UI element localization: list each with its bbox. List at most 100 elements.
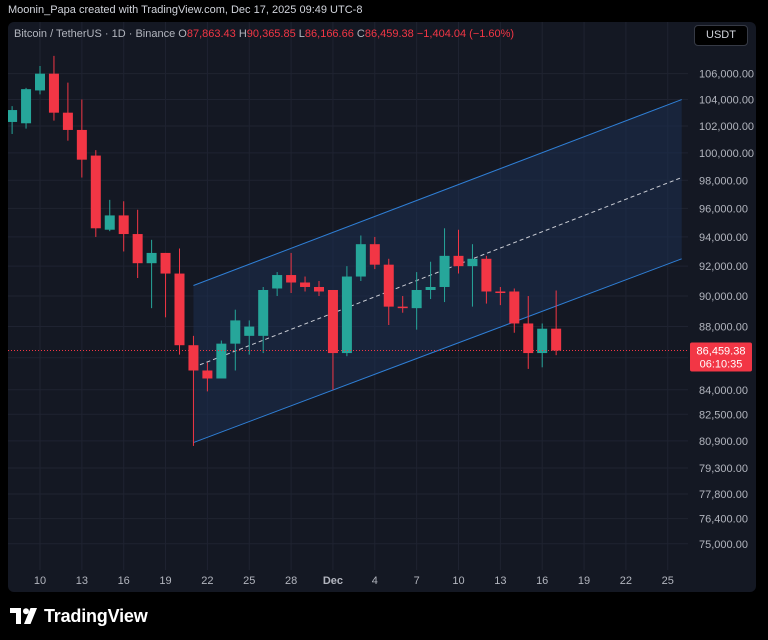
candle-body xyxy=(453,255,464,267)
candle-up[interactable] xyxy=(21,87,32,129)
candle-body xyxy=(146,252,157,264)
candle-body xyxy=(523,323,534,354)
candle-down[interactable] xyxy=(118,201,129,252)
candle-body xyxy=(202,370,213,379)
price-tick-label: 84,000.00 xyxy=(699,385,748,397)
candle-down[interactable] xyxy=(286,252,297,294)
symbol-legend: Bitcoin / TetherUS · 1D · Binance O87,86… xyxy=(14,28,514,40)
price-tick-label: 100,000.00 xyxy=(699,148,754,160)
time-tick-label: 13 xyxy=(76,575,88,587)
candle-up[interactable] xyxy=(230,309,241,371)
candle-down[interactable] xyxy=(369,236,380,270)
price-chart[interactable]: 106,000.00 104,000.00 102,000.00 100,000.00… xyxy=(8,22,756,592)
symbol-name: Bitcoin / TetherUS · 1D · Binance xyxy=(14,28,176,40)
candle-down[interactable] xyxy=(495,286,506,306)
candle-down[interactable] xyxy=(314,281,324,297)
candle-body xyxy=(286,275,297,283)
last-price-value: 86,459.38 xyxy=(697,346,746,358)
candle-body xyxy=(76,129,87,160)
candle-up[interactable] xyxy=(104,199,115,232)
candle-up[interactable] xyxy=(355,235,366,282)
time-tick-label: 4 xyxy=(372,575,378,587)
price-axis: 106,000.00 104,000.00 102,000.00 100,000.00… xyxy=(690,69,754,551)
candle-body xyxy=(48,73,59,113)
candle-body xyxy=(118,215,129,235)
candle-down[interactable] xyxy=(90,150,101,237)
candle-down[interactable] xyxy=(300,276,311,292)
candle-body xyxy=(90,155,101,229)
price-tick-label: 79,300.00 xyxy=(699,463,748,475)
price-tick-label: 76,400.00 xyxy=(699,514,748,526)
candle-down[interactable] xyxy=(551,290,562,356)
candle-body xyxy=(35,73,45,91)
candle-body xyxy=(230,320,241,344)
time-tick-label: 19 xyxy=(159,575,171,587)
price-tick-label: 106,000.00 xyxy=(699,69,754,81)
candle-down[interactable] xyxy=(132,209,143,279)
change-value: −1,404.04 (−1.60%) xyxy=(416,28,515,40)
candle-down[interactable] xyxy=(523,296,534,369)
price-tick-label: 92,000.00 xyxy=(699,261,748,273)
close-label: C xyxy=(356,28,365,40)
candle-down[interactable] xyxy=(509,288,520,333)
candle-body xyxy=(258,289,269,336)
high-value: 90,365.85 xyxy=(246,28,296,40)
candle-up[interactable] xyxy=(439,228,450,303)
time-tick-label: 7 xyxy=(414,575,420,587)
candle-up[interactable] xyxy=(272,272,283,297)
high-label: H xyxy=(238,28,247,40)
brand-footer: TradingView xyxy=(10,604,148,628)
candle-body xyxy=(369,244,380,265)
candle-down[interactable] xyxy=(202,362,213,392)
chart-panel[interactable]: 106,000.00 104,000.00 102,000.00 100,000.00… xyxy=(8,22,756,592)
candle-down[interactable] xyxy=(481,255,492,304)
time-tick-label: 16 xyxy=(536,575,548,587)
candle-down[interactable] xyxy=(62,82,73,141)
candle-down[interactable] xyxy=(188,335,199,446)
channel-middle-line xyxy=(193,177,682,368)
candle-down[interactable] xyxy=(327,289,338,390)
open-value: 87,863.43 xyxy=(186,28,236,40)
candles xyxy=(8,55,562,446)
candle-down[interactable] xyxy=(76,99,87,178)
candle-up[interactable] xyxy=(258,286,269,354)
candle-down[interactable] xyxy=(174,248,185,355)
price-tick-label: 75,000.00 xyxy=(699,539,748,551)
candle-body xyxy=(174,273,185,346)
candle-body xyxy=(132,234,143,264)
candle-down[interactable] xyxy=(48,55,59,121)
time-tick-label: 13 xyxy=(494,575,506,587)
candle-body xyxy=(272,275,283,289)
candle-up[interactable] xyxy=(146,239,157,309)
currency-selector[interactable]: USDT xyxy=(694,25,748,46)
price-tick-label: 77,800.00 xyxy=(699,489,748,501)
candle-up[interactable] xyxy=(341,266,352,357)
candle-body xyxy=(160,252,171,274)
bar-countdown: 06:10:35 xyxy=(700,359,743,371)
candle-body xyxy=(467,258,478,267)
candle-body xyxy=(397,306,408,309)
candle-down[interactable] xyxy=(383,258,394,326)
candle-down[interactable] xyxy=(160,252,171,318)
candle-body xyxy=(300,282,311,287)
candle-body xyxy=(509,291,520,324)
price-tick-label: 80,900.00 xyxy=(699,436,748,448)
candle-up[interactable] xyxy=(467,244,478,307)
candle-up[interactable] xyxy=(216,340,227,379)
candle-up[interactable] xyxy=(425,261,436,300)
candle-up[interactable] xyxy=(537,323,548,368)
candle-down[interactable] xyxy=(397,296,408,313)
candle-up[interactable] xyxy=(8,106,18,134)
candle-down[interactable] xyxy=(453,229,464,274)
candle-up[interactable] xyxy=(244,320,255,355)
candle-up[interactable] xyxy=(411,272,422,330)
last-price-badge xyxy=(690,342,752,372)
channel-upper-line xyxy=(193,99,682,286)
candle-body xyxy=(341,276,352,354)
candle-body xyxy=(551,328,562,351)
candle-body xyxy=(355,244,366,277)
time-tick-label: 25 xyxy=(662,575,674,587)
candle-body xyxy=(62,112,73,130)
candle-up[interactable] xyxy=(35,66,45,95)
price-tick-label: 82,500.00 xyxy=(699,409,748,421)
